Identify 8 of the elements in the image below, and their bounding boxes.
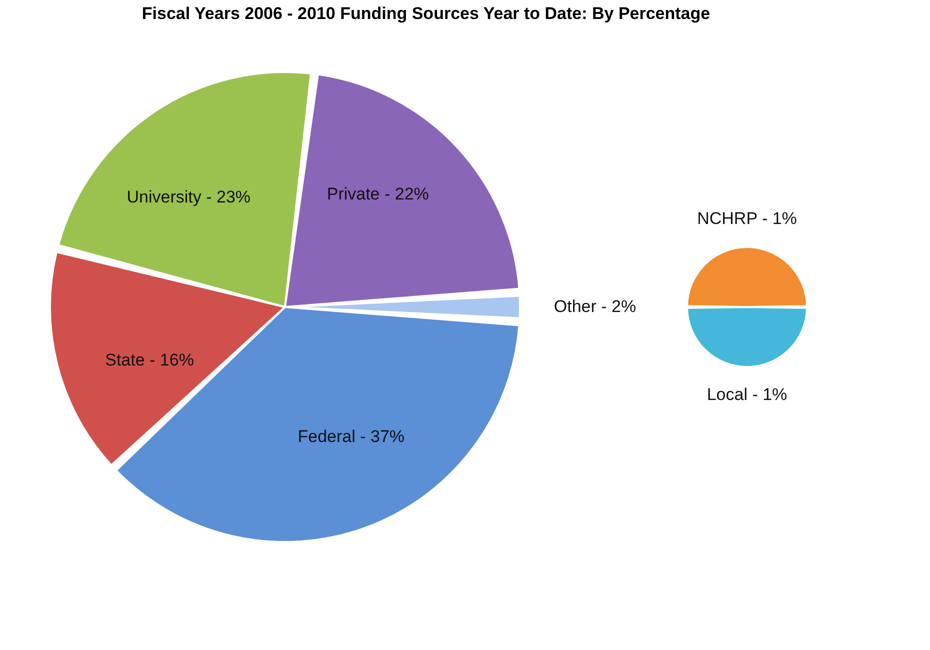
slice-label: Private - 22% [326,184,429,204]
slice-label: Federal - 37% [298,426,405,446]
slice-label: State - 16% [105,350,194,370]
slice-label: Other - 2% [554,297,636,316]
slice-label: University - 23% [126,188,251,207]
chart-title: Fiscal Years 2006 - 2010 Funding Sources Year to Date: By Percentage [142,4,710,23]
slice-label: Local - 1% [706,385,788,404]
slice-label: NCHRP - 1% [697,209,797,228]
